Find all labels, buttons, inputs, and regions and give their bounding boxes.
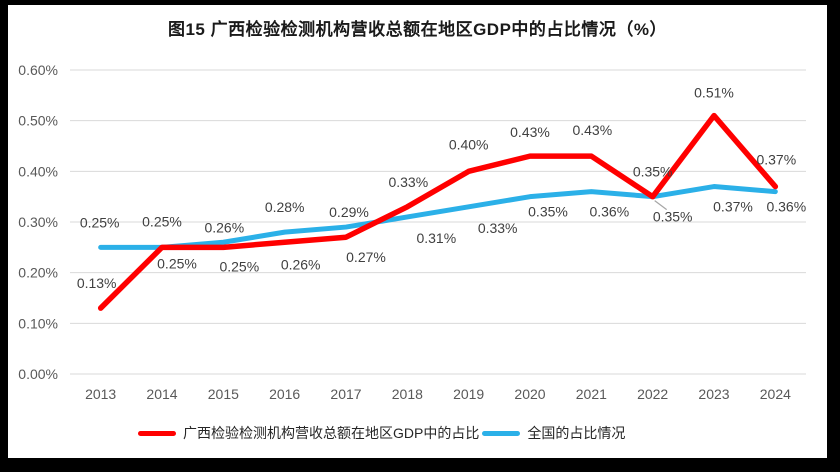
x-axis-tick-label: 2023 — [698, 386, 729, 402]
national-data-label: 0.26% — [204, 219, 244, 235]
national-data-label: 0.33% — [478, 220, 518, 236]
x-axis-tick-label: 2015 — [208, 386, 239, 402]
national-data-label: 0.31% — [416, 230, 456, 246]
chart-background — [8, 5, 827, 458]
x-axis-tick-label: 2021 — [576, 386, 607, 402]
national-data-label: 0.35% — [633, 164, 673, 180]
national-data-label: 0.28% — [265, 199, 305, 215]
x-axis-tick-label: 2019 — [453, 386, 484, 402]
x-axis-tick-label: 2018 — [392, 386, 423, 402]
y-axis-tick-label: 0.30% — [18, 214, 58, 230]
guangxi-data-label: 0.26% — [281, 256, 321, 272]
national-series-legend-swatch — [482, 430, 521, 436]
national-data-label: 0.36% — [766, 199, 806, 215]
guangxi-data-label: 0.35% — [653, 209, 693, 225]
national-series-legend-label: 全国的占比情况 — [527, 425, 626, 441]
guangxi-series-line — [97, 112, 779, 311]
national-series-line — [98, 184, 778, 250]
chart-legend: 广西检验检测机构营收总额在地区GDP中的占比 全国的占比情况 — [138, 424, 625, 442]
x-axis-tick-label: 2013 — [85, 386, 116, 402]
y-axis-tick-label: 0.10% — [18, 315, 58, 331]
x-axis-tick-label: 2014 — [146, 386, 177, 402]
national-data-label: 0.29% — [329, 204, 369, 220]
guangxi-data-label: 0.43% — [572, 122, 612, 138]
national-data-label: 0.35% — [528, 204, 568, 220]
guangxi-data-label: 0.37% — [756, 152, 796, 168]
guangxi-series-legend-label: 广西检验检测机构营收总额在地区GDP中的占比 — [183, 425, 480, 441]
data-label-leader-line — [654, 200, 668, 211]
y-axis-tick-label: 0.40% — [18, 163, 58, 179]
guangxi-data-label: 0.43% — [510, 124, 550, 140]
guangxi-data-label: 0.25% — [219, 258, 259, 274]
guangxi-data-label: 0.13% — [77, 275, 117, 291]
national-data-label: 0.25% — [80, 214, 120, 230]
national-data-label: 0.37% — [713, 199, 753, 215]
y-axis-tick-label: 0.60% — [18, 62, 58, 78]
national-data-label: 0.25% — [142, 213, 182, 229]
x-axis-tick-label: 2016 — [269, 386, 300, 402]
guangxi-data-label: 0.27% — [346, 249, 386, 265]
x-axis-tick-label: 2017 — [330, 386, 361, 402]
guangxi-series-legend-swatch — [138, 430, 176, 436]
guangxi-data-label: 0.40% — [449, 136, 489, 152]
guangxi-data-label: 0.33% — [388, 174, 428, 190]
chart-title: 图15 广西检验检测机构营收总额在地区GDP中的占比情况（%） — [167, 20, 668, 39]
guangxi-data-label: 0.25% — [157, 255, 197, 271]
national-data-label: 0.36% — [589, 204, 629, 220]
x-axis-tick-label: 2020 — [514, 386, 545, 402]
x-axis-tick-label: 2024 — [760, 386, 791, 402]
guangxi-data-label: 0.51% — [694, 85, 734, 101]
y-axis-tick-label: 0.00% — [18, 366, 58, 382]
x-axis-tick-label: 2022 — [637, 386, 668, 402]
y-axis-tick-label: 0.50% — [18, 113, 58, 129]
y-axis-tick-label: 0.20% — [18, 265, 58, 281]
